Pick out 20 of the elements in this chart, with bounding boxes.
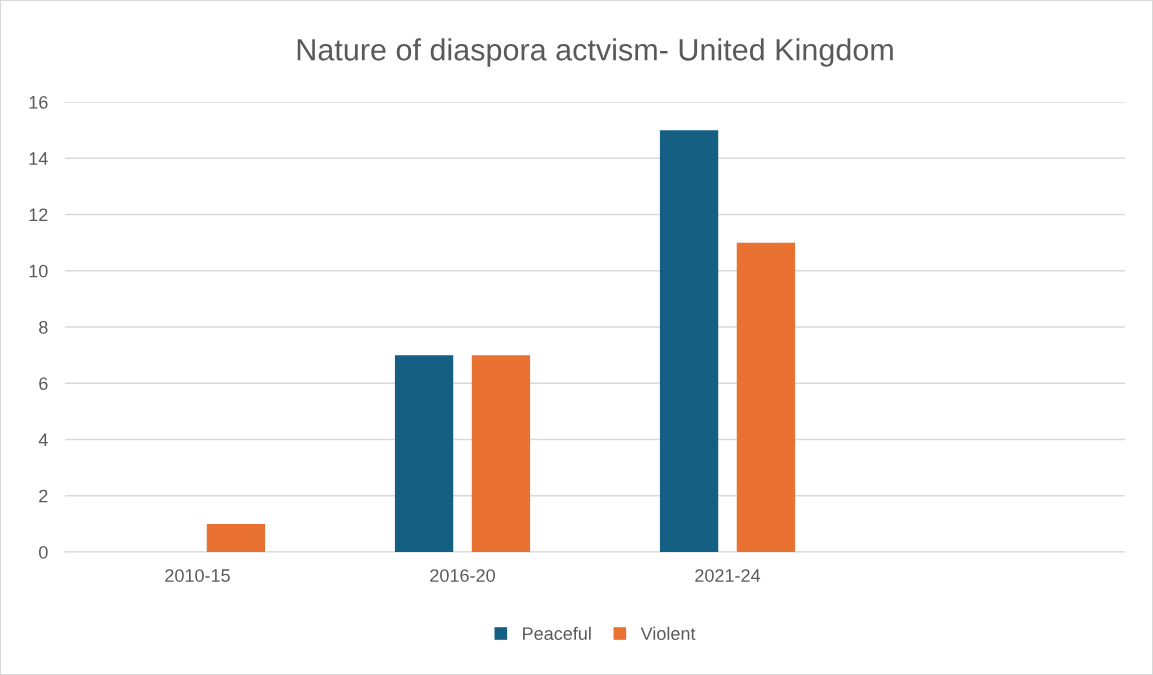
y-tick-label: 8 xyxy=(39,320,48,334)
x-tick-label: 2016-20 xyxy=(430,569,495,582)
x-tick-label: 2010-15 xyxy=(165,569,230,582)
legend-label: Peaceful xyxy=(523,626,591,641)
y-tick-label: 14 xyxy=(29,152,48,165)
x-tick-label: 2021-24 xyxy=(695,569,761,582)
bar xyxy=(206,523,266,552)
bar xyxy=(659,130,719,552)
y-tick-label: 16 xyxy=(29,95,48,109)
bar xyxy=(736,242,796,552)
bar xyxy=(394,355,454,552)
chart-title: Nature of diaspora actvism- United Kingdom xyxy=(297,38,893,67)
y-tick-label: 2 xyxy=(39,489,48,503)
y-tick-label: 12 xyxy=(29,208,48,222)
y-tick-label: 10 xyxy=(29,264,48,278)
bar xyxy=(471,355,531,552)
y-tick-label: 4 xyxy=(38,433,48,447)
y-tick-label: 6 xyxy=(39,377,48,390)
legend-label: Violent xyxy=(640,626,696,641)
y-tick-label: 0 xyxy=(39,545,48,559)
